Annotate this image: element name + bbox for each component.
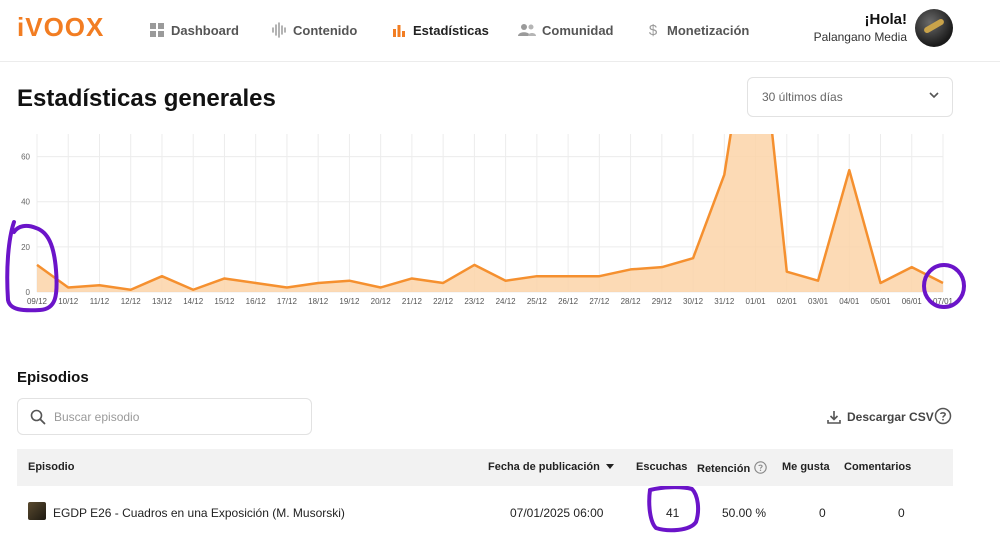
search-icon	[30, 409, 46, 425]
x-tick-label: 02/01	[777, 297, 798, 306]
x-tick-label: 28/12	[621, 297, 642, 306]
col-episode[interactable]: Episodio	[28, 461, 75, 473]
grid-icon	[149, 22, 165, 38]
nav-comunidad[interactable]: Comunidad	[518, 20, 614, 40]
episode-title[interactable]: EGDP E26 - Cuadros en una Exposición (M.…	[53, 506, 345, 520]
x-tick-label: 13/12	[152, 297, 173, 306]
bar-chart-icon	[391, 22, 407, 38]
nav-contenido[interactable]: Contenido	[271, 20, 357, 40]
x-tick-label: 19/12	[339, 297, 360, 306]
x-tick-label: 01/01	[746, 297, 767, 306]
x-tick-label: 15/12	[214, 297, 235, 306]
x-tick-label: 11/12	[90, 297, 110, 306]
help-icon[interactable]	[934, 407, 952, 425]
download-csv-button[interactable]: Descargar CSV	[826, 407, 934, 427]
x-tick-label: 17/12	[277, 297, 298, 306]
x-tick-label: 14/12	[183, 297, 204, 306]
x-tick-label: 20/12	[371, 297, 392, 306]
episode-retention: 50.00 %	[722, 506, 767, 520]
x-tick-label: 10/12	[58, 297, 79, 306]
sort-desc-icon	[605, 461, 614, 473]
episodes-title: Episodios	[17, 369, 89, 386]
user-name[interactable]: Palangano Media	[813, 30, 907, 44]
x-tick-label: 22/12	[433, 297, 454, 306]
greeting: ¡Hola!	[864, 11, 908, 28]
y-tick-label: 20	[21, 243, 30, 252]
page-title: Estadísticas generales	[17, 85, 276, 112]
nav-monetizacion[interactable]: $ Monetización	[645, 20, 750, 40]
ivoox-logo[interactable]: iVOOX	[17, 12, 105, 42]
col-listens[interactable]: Escuchas	[636, 461, 688, 473]
nav-dashboard-label: Dashboard	[171, 22, 239, 38]
col-retention[interactable]: Retención	[697, 461, 767, 477]
x-tick-label: 21/12	[402, 297, 423, 306]
x-tick-label: 05/01	[871, 297, 892, 306]
x-tick-label: 27/12	[589, 297, 610, 306]
avatar[interactable]	[915, 9, 953, 47]
episodes-table-header: Episodio Fecha de publicación Escuchas R…	[17, 449, 953, 486]
x-tick-label: 24/12	[496, 297, 517, 306]
nav-dashboard[interactable]: Dashboard	[149, 20, 239, 40]
episode-thumbnail	[28, 502, 46, 520]
col-comments[interactable]: Comentarios	[844, 461, 912, 473]
col-retention-label: Retención	[697, 463, 751, 475]
x-tick-label: 18/12	[308, 297, 329, 306]
retention-help-icon[interactable]	[754, 461, 767, 477]
episode-search-input[interactable]	[54, 408, 294, 426]
nav-estadisticas-label: Estadísticas	[413, 22, 489, 38]
listens-area	[37, 134, 943, 292]
top-navigation-bar: iVOOX Dashboard Contenido Estadísticas C…	[0, 0, 1000, 62]
x-tick-label: 26/12	[558, 297, 579, 306]
x-tick-label: 16/12	[246, 297, 267, 306]
annotation-circle-right	[922, 263, 966, 309]
x-tick-label: 30/12	[683, 297, 704, 306]
episode-comments: 0	[898, 506, 905, 520]
episode-search-box[interactable]	[17, 398, 312, 435]
period-select[interactable]: 30 últimos días	[747, 77, 953, 117]
download-icon	[826, 409, 842, 425]
x-tick-label: 03/01	[808, 297, 829, 306]
x-tick-label: 25/12	[527, 297, 548, 306]
nav-contenido-label: Contenido	[293, 22, 358, 38]
nav-comunidad-label: Comunidad	[542, 22, 614, 38]
col-date[interactable]: Fecha de publicación	[488, 461, 614, 473]
annotation-circle-listens	[647, 485, 701, 533]
y-tick-label: 0	[26, 288, 31, 297]
y-tick-label: 60	[21, 153, 30, 162]
x-tick-label: 04/01	[839, 297, 860, 306]
download-csv-label: Descargar CSV	[847, 410, 934, 424]
nav-estadisticas[interactable]: Estadísticas	[391, 20, 489, 40]
x-tick-label: 09/12	[27, 297, 48, 306]
col-date-label: Fecha de publicación	[488, 461, 600, 473]
listens-chart: 0 20 40 60 09/12 10/12 11/12 12/12 13/12 14/12 15/…	[0, 134, 1000, 314]
x-tick-label: 06/01	[902, 297, 923, 306]
episode-listens: 41	[666, 506, 680, 520]
episode-likes: 0	[819, 506, 826, 520]
page-header: Estadísticas generales 30 últimos días	[0, 62, 1000, 134]
nav-monetizacion-label: Monetización	[667, 22, 750, 38]
dollar-icon: $	[648, 21, 658, 39]
episode-date: 07/01/2025 06:00	[510, 506, 604, 520]
y-tick-label: 40	[21, 198, 30, 207]
annotation-circle-left	[5, 220, 59, 313]
x-tick-label: 07/01	[933, 297, 954, 306]
col-likes[interactable]: Me gusta	[782, 461, 830, 473]
period-select-value: 30 últimos días	[762, 90, 843, 104]
listens-chart-svg: 0 20 40 60 09/12 10/12 11/12 12/12 13/12 14/12 15/…	[21, 134, 954, 306]
x-tick-label: 12/12	[121, 297, 142, 306]
waveform-icon	[271, 22, 287, 38]
x-tick-label: 23/12	[464, 297, 485, 306]
x-tick-label: 31/12	[714, 297, 735, 306]
listens-line	[36, 134, 944, 291]
chevron-down-icon	[928, 89, 940, 104]
x-tick-label: 29/12	[652, 297, 673, 306]
people-icon	[518, 22, 536, 38]
table-row[interactable]: EGDP E26 - Cuadros en una Exposición (M.…	[17, 486, 953, 533]
